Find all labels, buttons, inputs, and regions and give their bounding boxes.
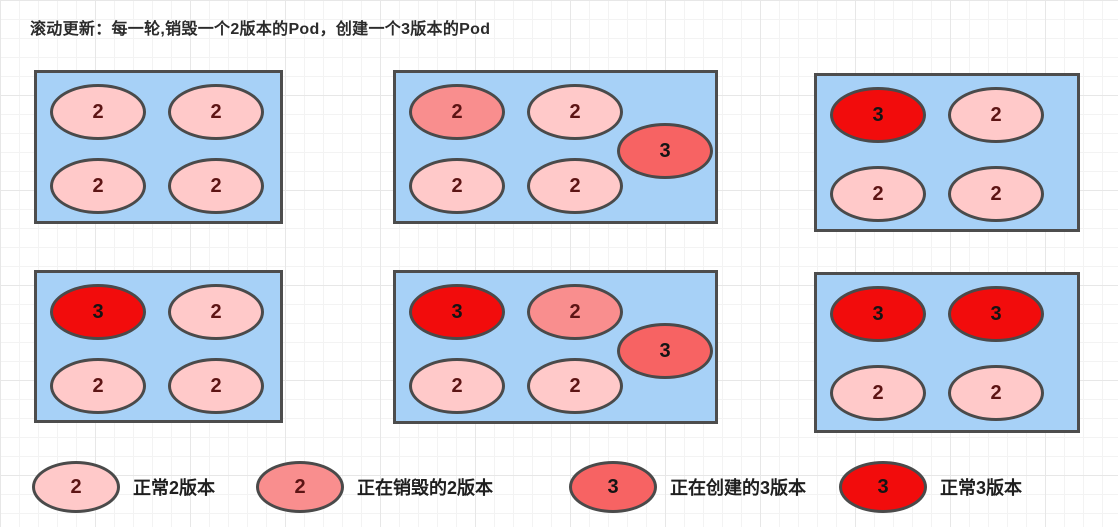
pod-ellipse[interactable]: 2 — [409, 158, 505, 214]
pod-version-label: 2 — [210, 175, 222, 197]
legend-label: 正常3版本 — [940, 478, 1023, 498]
legend-label: 正常2版本 — [133, 478, 216, 498]
pod-box-6[interactable]: 3 3 2 2 — [814, 272, 1080, 433]
pod-ellipse[interactable]: 2 — [948, 365, 1044, 421]
pod-ellipse[interactable]: 2 — [168, 158, 264, 214]
legend-label: 正在销毁的2版本 — [357, 478, 494, 498]
pod-ellipse[interactable]: 2 — [830, 166, 926, 222]
legend-item-normal-v2: 2 正常2版本 — [32, 461, 215, 513]
pod-ellipse[interactable]: 2 — [409, 84, 505, 140]
pod-version-label: 2 — [92, 101, 104, 123]
pod-ellipse[interactable]: 2 — [948, 87, 1044, 143]
pod-version-label: 2 — [872, 382, 884, 404]
pod-version-label: 2 — [92, 375, 104, 397]
pod-version-label: 2 — [451, 101, 463, 123]
pod-version-label: 3 — [451, 301, 463, 323]
pod-box-1[interactable]: 2 2 2 2 — [34, 70, 283, 224]
pod-version-label: 2 — [92, 175, 104, 197]
pod-version-label: 2 — [872, 183, 884, 205]
pod-ellipse[interactable]: 3 — [830, 286, 926, 342]
pod-version-label: 3 — [990, 303, 1002, 325]
pod-version-label: 2 — [451, 175, 463, 197]
pod-version-label: 3 — [872, 104, 884, 126]
legend-item-normal-v3: 3 正常3版本 — [839, 461, 1022, 513]
pod-ellipse[interactable]: 2 — [50, 158, 146, 214]
pod-box-3[interactable]: 3 2 2 2 — [814, 73, 1080, 232]
pod-ellipse[interactable]: 2 — [50, 84, 146, 140]
pod-box-4[interactable]: 3 2 2 2 — [34, 270, 283, 423]
pod-version-label: 2 — [990, 104, 1002, 126]
pod-version-label: 2 — [210, 101, 222, 123]
pod-version-label: 2 — [990, 183, 1002, 205]
legend-pod-swatch[interactable]: 2 — [32, 461, 120, 513]
pod-ellipse[interactable]: 2 — [409, 358, 505, 414]
pod-ellipse[interactable]: 2 — [168, 284, 264, 340]
pod-ellipse[interactable]: 3 — [409, 284, 505, 340]
pod-version-label: 2 — [569, 301, 581, 323]
pod-ellipse[interactable]: 2 — [948, 166, 1044, 222]
pod-version-label: 3 — [877, 476, 889, 498]
legend-item-destroying-v2: 2 正在销毁的2版本 — [256, 461, 493, 513]
pod-ellipse[interactable]: 2 — [527, 284, 623, 340]
pod-ellipse[interactable]: 2 — [168, 84, 264, 140]
pod-ellipse[interactable]: 3 — [948, 286, 1044, 342]
pod-version-label: 2 — [451, 375, 463, 397]
pod-version-label: 2 — [569, 175, 581, 197]
pod-ellipse[interactable]: 2 — [527, 358, 623, 414]
pod-ellipse[interactable]: 3 — [830, 87, 926, 143]
pod-box-2[interactable]: 2 2 2 2 3 — [393, 70, 718, 224]
pod-ellipse[interactable]: 3 — [617, 323, 713, 379]
pod-version-label: 2 — [569, 101, 581, 123]
pod-ellipse[interactable]: 2 — [168, 358, 264, 414]
pod-version-label: 2 — [294, 476, 306, 498]
pod-version-label: 3 — [872, 303, 884, 325]
pod-version-label: 2 — [990, 382, 1002, 404]
legend-pod-swatch[interactable]: 3 — [839, 461, 927, 513]
pod-ellipse[interactable]: 2 — [50, 358, 146, 414]
legend-pod-swatch[interactable]: 2 — [256, 461, 344, 513]
pod-version-label: 3 — [659, 140, 671, 162]
pod-ellipse[interactable]: 3 — [50, 284, 146, 340]
pod-box-5[interactable]: 3 2 2 2 3 — [393, 270, 718, 424]
pod-version-label: 2 — [569, 375, 581, 397]
legend-item-creating-v3: 3 正在创建的3版本 — [569, 461, 806, 513]
pod-version-label: 2 — [210, 301, 222, 323]
pod-version-label: 2 — [70, 476, 82, 498]
pod-ellipse[interactable]: 3 — [617, 123, 713, 179]
pod-ellipse[interactable]: 2 — [830, 365, 926, 421]
pod-version-label: 3 — [92, 301, 104, 323]
legend-label: 正在创建的3版本 — [670, 478, 807, 498]
pod-ellipse[interactable]: 2 — [527, 158, 623, 214]
pod-version-label: 3 — [659, 340, 671, 362]
pod-version-label: 3 — [607, 476, 619, 498]
diagram-title: 滚动更新：每一轮,销毁一个2版本的Pod，创建一个3版本的Pod — [30, 21, 491, 38]
pod-version-label: 2 — [210, 375, 222, 397]
legend-pod-swatch[interactable]: 3 — [569, 461, 657, 513]
pod-ellipse[interactable]: 2 — [527, 84, 623, 140]
